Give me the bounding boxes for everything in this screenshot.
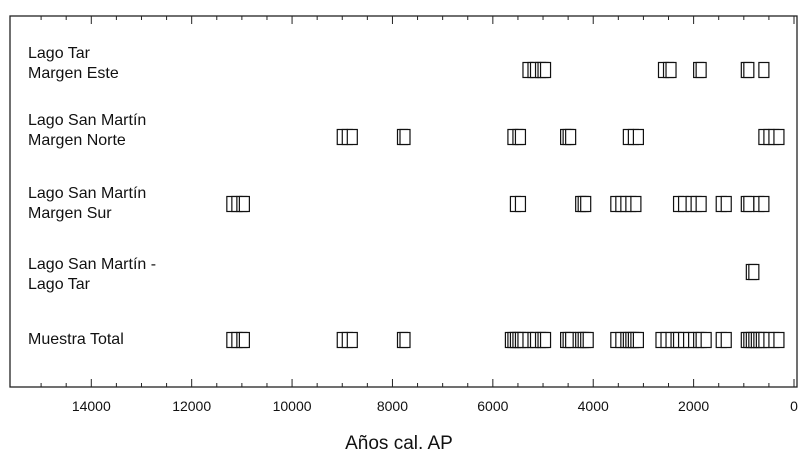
x-tick-label: 10000	[273, 398, 312, 414]
row-label: Lago San Martín Margen Norte	[28, 111, 146, 151]
date-box	[238, 331, 250, 349]
row-label: Lago Tar Margen Este	[28, 44, 119, 84]
date-box	[632, 331, 645, 349]
date-box	[665, 61, 677, 79]
row-label: Lago San Martín Margen Sur	[28, 184, 146, 224]
date-box	[514, 128, 527, 146]
row-label-line: Lago San Martín -	[28, 256, 157, 273]
x-axis-title: Años cal. AP	[345, 433, 453, 454]
date-box	[346, 128, 358, 146]
date-box	[758, 195, 770, 213]
date-box	[695, 195, 707, 213]
date-box	[630, 195, 642, 213]
row-label-line: Margen Este	[28, 65, 119, 82]
x-tick-label: 4000	[578, 398, 609, 414]
row-label-line: Margen Norte	[28, 132, 126, 149]
date-box	[743, 61, 755, 79]
date-box	[539, 331, 552, 349]
x-tick-label: 12000	[172, 398, 211, 414]
date-box	[748, 263, 760, 281]
x-tick-label: 14000	[72, 398, 111, 414]
date-box	[773, 331, 785, 349]
row-label-line: Lago Tar	[28, 45, 90, 62]
date-box	[773, 128, 785, 146]
date-box	[758, 61, 770, 79]
x-tick-label: 6000	[477, 398, 508, 414]
date-box	[565, 128, 577, 146]
plot-border	[9, 15, 798, 388]
date-box	[238, 195, 250, 213]
date-box	[582, 331, 594, 349]
x-tick-label: 8000	[377, 398, 408, 414]
date-box	[695, 61, 707, 79]
row-label-line: Lago San Martín	[28, 185, 147, 202]
row-label: Muestra Total	[28, 330, 124, 350]
date-box	[720, 195, 732, 213]
row-label-line: Muestra Total	[28, 331, 124, 348]
row-label-line: Lago Tar	[28, 276, 90, 293]
plot-frame	[9, 15, 798, 388]
row-label-line: Margen Sur	[28, 205, 112, 222]
date-box	[580, 195, 592, 213]
x-tick-label: 2000	[678, 398, 709, 414]
x-axis-tick-labels: 14000 12000 10000 8000 6000 4000 2000 0	[72, 398, 798, 414]
date-box	[346, 331, 358, 349]
date-box	[399, 331, 411, 349]
date-box	[539, 61, 552, 79]
x-tick-label: 0	[790, 398, 798, 414]
x-axis-ticks	[40, 16, 795, 387]
row-label-line: Lago San Martín	[28, 112, 147, 129]
date-box	[399, 128, 411, 146]
date-box	[720, 331, 732, 349]
date-box	[743, 195, 755, 213]
date-box	[700, 331, 712, 349]
date-box	[632, 128, 645, 146]
date-box	[514, 195, 527, 213]
date-marks	[226, 61, 785, 349]
row-label: Lago San Martín - Lago Tar	[28, 255, 156, 295]
